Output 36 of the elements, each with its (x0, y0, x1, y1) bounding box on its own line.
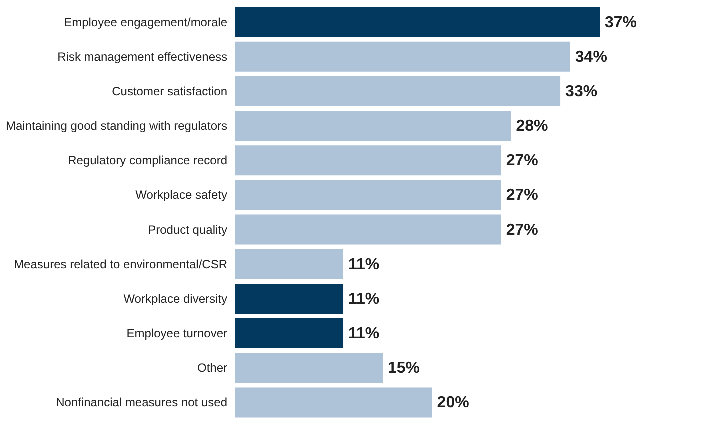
bar (235, 76, 561, 106)
y-tick-label: Workplace safety (136, 188, 228, 202)
data-label: 27% (506, 222, 538, 239)
y-tick-label: Product quality (148, 222, 228, 237)
data-label: 33% (566, 83, 598, 100)
data-label: 20% (437, 394, 470, 412)
y-tick-label: Workplace diversity (124, 292, 228, 306)
data-label: 15% (388, 360, 420, 378)
data-label: 28% (516, 118, 548, 136)
bar (235, 353, 383, 384)
y-tick-label: Employee turnover (126, 326, 228, 341)
bar (235, 146, 502, 176)
data-label: 27% (506, 152, 538, 170)
data-label: 27% (506, 187, 538, 204)
bar (235, 214, 502, 245)
bar (235, 318, 344, 349)
bar (235, 249, 344, 280)
bar (235, 284, 344, 314)
bar (235, 42, 570, 72)
y-tick-label: Maintaining good standing with regulators (6, 119, 228, 134)
bar (235, 388, 432, 418)
y-tick-label: Measures related to environmental/CSR (14, 257, 228, 272)
data-label: 11% (348, 256, 380, 274)
data-label: 37% (605, 14, 638, 32)
bar (235, 180, 502, 210)
y-tick-label: Risk management effectiveness (58, 50, 228, 64)
bar (235, 111, 512, 142)
y-tick-label: Nonfinancial measures not used (56, 396, 228, 410)
bar (235, 7, 600, 38)
data-label: 34% (575, 48, 608, 66)
data-label: 11% (348, 290, 380, 308)
y-tick-label: Employee engagement/morale (64, 15, 228, 30)
y-tick-label: Other (197, 361, 228, 376)
y-tick-label: Customer satisfaction (112, 84, 228, 98)
data-label: 11% (348, 326, 380, 343)
y-tick-label: Regulatory compliance record (68, 154, 228, 168)
